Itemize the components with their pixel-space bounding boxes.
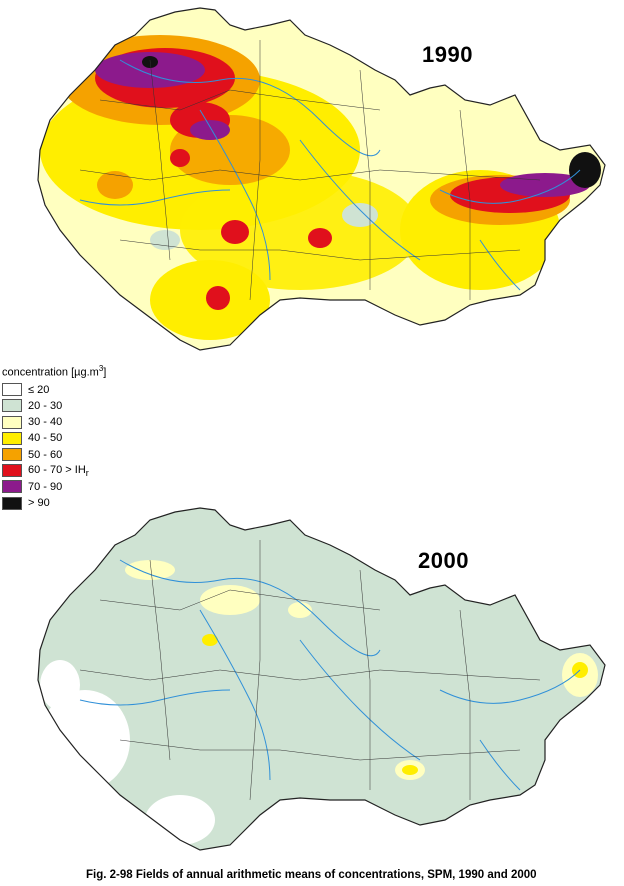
map-year-label-2000: 2000 bbox=[418, 548, 469, 573]
legend-swatch bbox=[2, 431, 22, 445]
concentration-map-1990 bbox=[37, 7, 606, 351]
legend-item: 50 - 60 bbox=[0, 446, 200, 462]
legend-swatch bbox=[2, 464, 22, 478]
legend-item: 20 - 30 bbox=[0, 398, 200, 414]
map-year-label-1990: 1990 bbox=[422, 42, 473, 67]
legend-item: > 90 bbox=[0, 495, 200, 511]
legend-item: 40 - 50 bbox=[0, 430, 200, 446]
legend-item: 30 - 40 bbox=[0, 414, 200, 430]
legend-swatch bbox=[2, 480, 22, 494]
legend-item: 70 - 90 bbox=[0, 479, 200, 495]
legend-swatch bbox=[2, 383, 22, 397]
legend-swatch bbox=[2, 415, 22, 429]
legend-swatch bbox=[2, 448, 22, 461]
figure-caption: Fig. 2-98 Fields of annual arithmetic me… bbox=[86, 869, 537, 881]
legend-title: concentration [µg.m3] bbox=[2, 364, 107, 379]
legend-item: ≤ 20 bbox=[0, 382, 200, 398]
map-legend: concentration [µg.m3] ≤ 20 20 - 30 30 - … bbox=[0, 364, 200, 511]
legend-swatch bbox=[2, 399, 22, 413]
concentration-map-2000 bbox=[37, 507, 606, 851]
legend-item: 60 - 70 > IHr bbox=[0, 463, 200, 479]
legend-swatch bbox=[2, 496, 22, 510]
